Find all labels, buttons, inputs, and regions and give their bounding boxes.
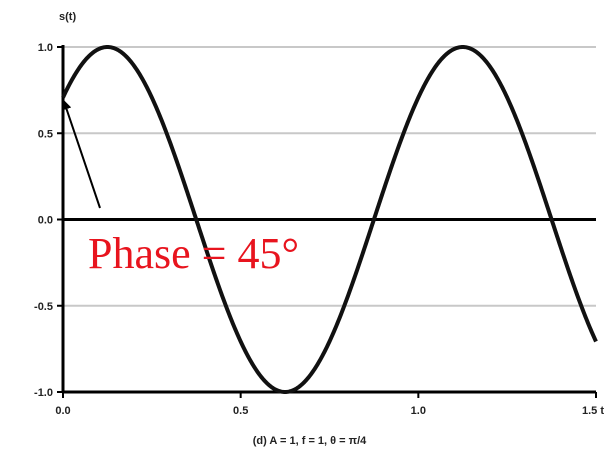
x-tick-label-3: 1.5 t (582, 405, 604, 417)
x-tick-label-1: 0.5 (233, 405, 248, 417)
y-tick-label-3: -0.5 (34, 301, 53, 313)
series-line-0 (61, 45, 598, 394)
x-tick-label-0: 0.0 (55, 405, 70, 417)
phase-annotation: Phase = 45° (88, 229, 299, 278)
annotation-arrow (61, 99, 101, 209)
x-axis-label: (d) A = 1, f = 1, θ = π/4 (253, 435, 367, 447)
x-tick-label-2: 1.0 (411, 405, 426, 417)
y-tick-label-4: -1.0 (34, 387, 53, 399)
y-tick-label-1: 0.5 (38, 128, 53, 140)
y-tick-labels: 1.0 0.5 0.0 -0.5 -1.0 (34, 42, 63, 399)
y-tick-label-2: 0.0 (38, 215, 53, 227)
series-group (61, 45, 598, 394)
x-tick-labels: 0.0 0.5 1.0 1.5 t (55, 392, 604, 417)
y-axis-label: s(t) (59, 11, 76, 23)
y-tick-label-0: 1.0 (38, 42, 53, 54)
